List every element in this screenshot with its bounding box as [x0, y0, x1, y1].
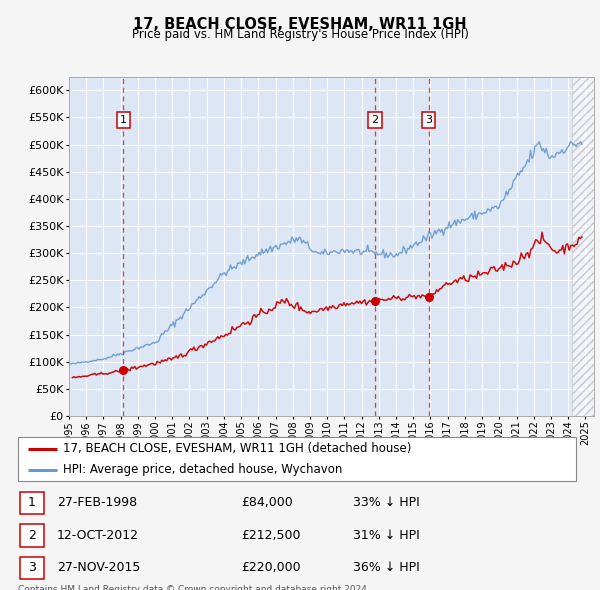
Text: 36% ↓ HPI: 36% ↓ HPI — [353, 561, 419, 575]
FancyBboxPatch shape — [20, 491, 44, 514]
Text: 1: 1 — [120, 115, 127, 125]
Text: £212,500: £212,500 — [241, 529, 301, 542]
Text: 3: 3 — [28, 561, 36, 575]
FancyBboxPatch shape — [18, 437, 576, 481]
Text: Price paid vs. HM Land Registry's House Price Index (HPI): Price paid vs. HM Land Registry's House … — [131, 28, 469, 41]
Text: 1: 1 — [28, 496, 36, 510]
Text: £220,000: £220,000 — [241, 561, 301, 575]
Text: 2: 2 — [371, 115, 379, 125]
FancyBboxPatch shape — [20, 524, 44, 547]
Text: £84,000: £84,000 — [241, 496, 293, 510]
Text: 17, BEACH CLOSE, EVESHAM, WR11 1GH: 17, BEACH CLOSE, EVESHAM, WR11 1GH — [133, 17, 467, 31]
Text: 17, BEACH CLOSE, EVESHAM, WR11 1GH (detached house): 17, BEACH CLOSE, EVESHAM, WR11 1GH (deta… — [62, 442, 411, 455]
Text: 12-OCT-2012: 12-OCT-2012 — [57, 529, 139, 542]
Text: Contains HM Land Registry data © Crown copyright and database right 2024.: Contains HM Land Registry data © Crown c… — [18, 585, 370, 590]
FancyBboxPatch shape — [20, 556, 44, 579]
Text: 31% ↓ HPI: 31% ↓ HPI — [353, 529, 419, 542]
Text: 27-NOV-2015: 27-NOV-2015 — [57, 561, 140, 575]
Text: 27-FEB-1998: 27-FEB-1998 — [57, 496, 137, 510]
Text: 33% ↓ HPI: 33% ↓ HPI — [353, 496, 419, 510]
Text: 3: 3 — [425, 115, 432, 125]
Text: HPI: Average price, detached house, Wychavon: HPI: Average price, detached house, Wych… — [62, 463, 342, 476]
Text: 2: 2 — [28, 529, 36, 542]
